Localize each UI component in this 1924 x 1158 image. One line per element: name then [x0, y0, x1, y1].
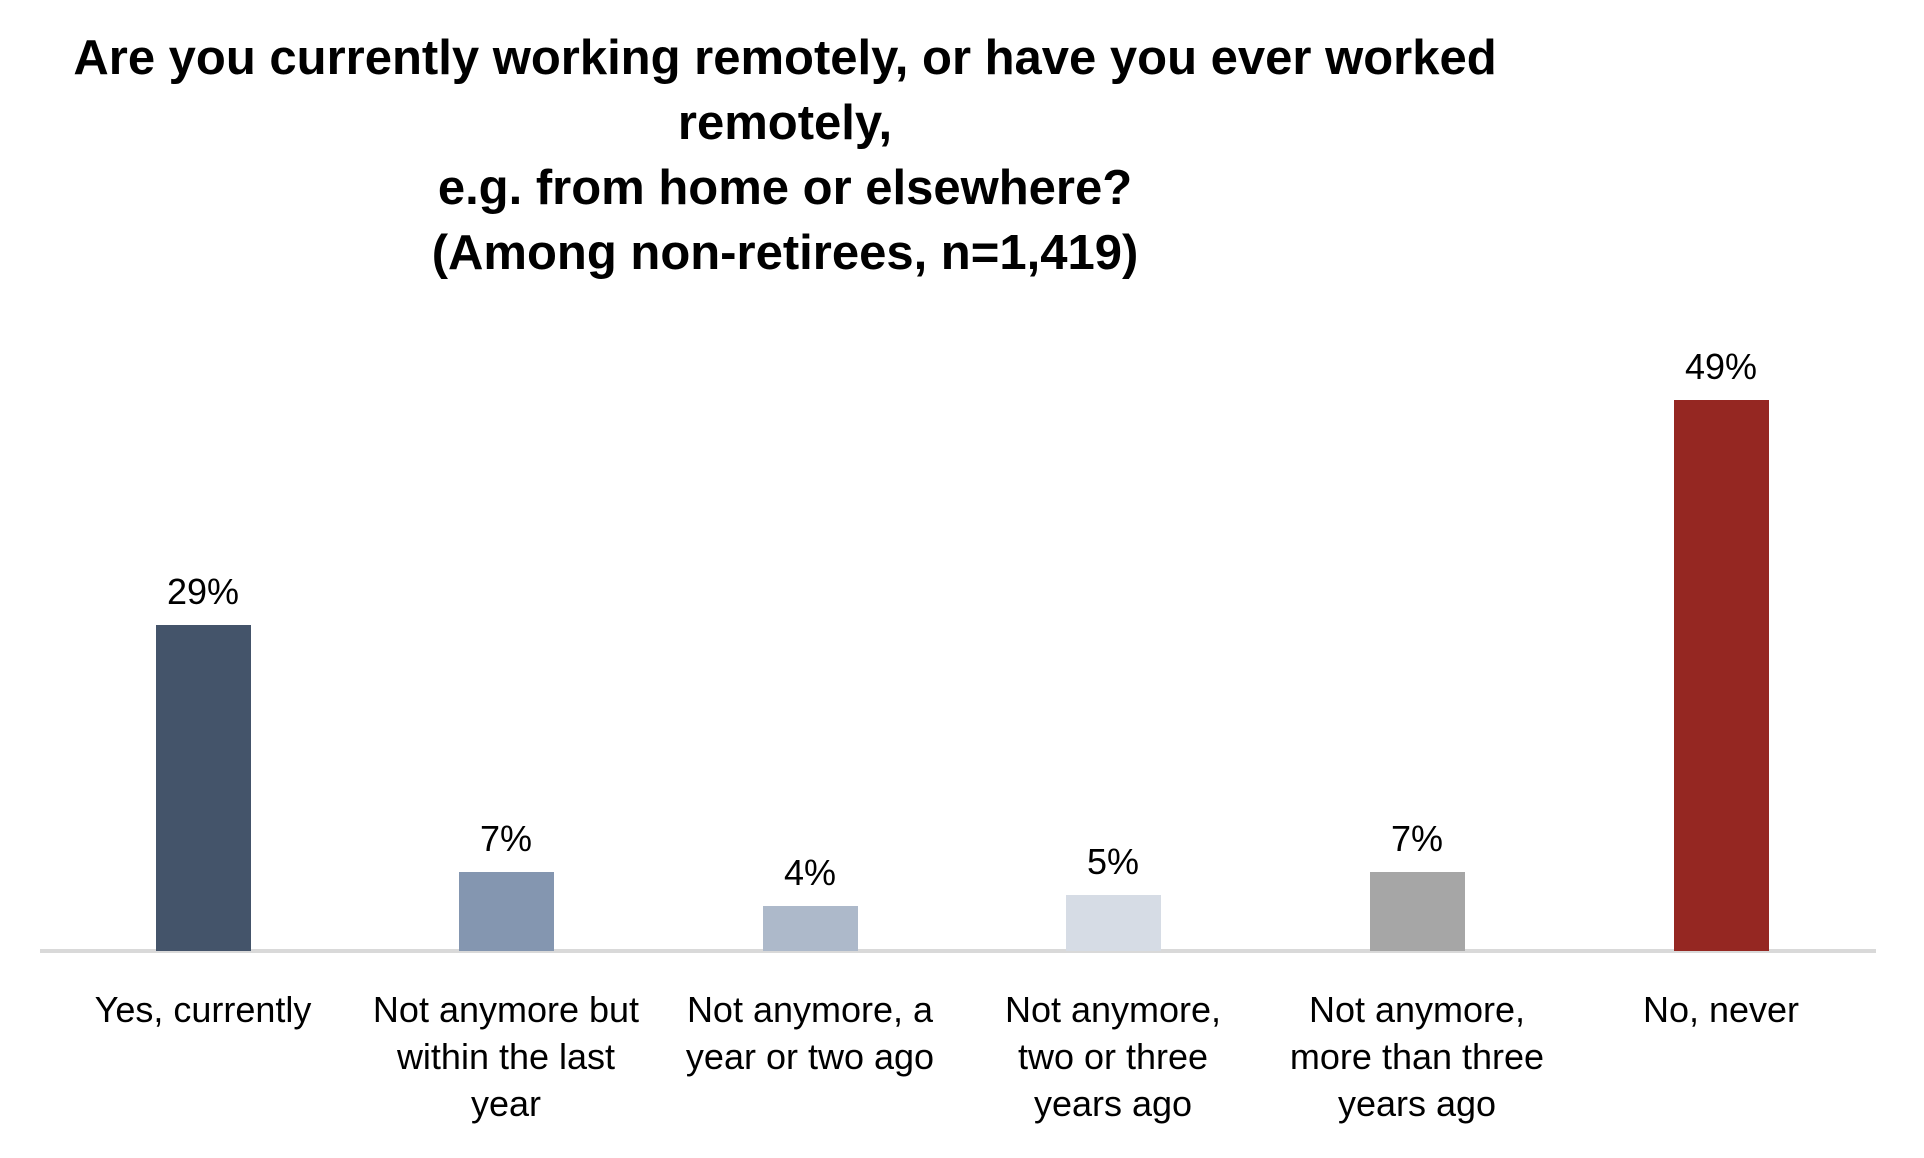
category-label-line: two or three: [1017, 1036, 1209, 1077]
category-label-line: Yes, currently: [94, 989, 312, 1030]
bar-value-label: 5%: [1086, 841, 1140, 882]
bar: [1369, 872, 1465, 951]
bar-category-label: Not anymore, more than three years ago: [1252, 986, 1582, 1127]
x-axis-line: [40, 949, 1876, 953]
category-label-line: more than three: [1289, 1036, 1545, 1077]
category-label-line: within the last: [396, 1036, 616, 1077]
bar: [458, 872, 554, 951]
chart-title-line3: (Among non-retirees, n=1,419): [431, 226, 1139, 280]
bar: [762, 906, 858, 951]
category-label-line: year or two ago: [685, 1036, 935, 1077]
bar-value-label: 29%: [166, 571, 240, 612]
category-label-line: years ago: [1033, 1083, 1193, 1124]
bar-value-label: 4%: [783, 852, 837, 893]
bar-category-label: No, never: [1556, 986, 1886, 1033]
bar: [1673, 400, 1769, 951]
bar-value-label: 7%: [1390, 818, 1444, 859]
bar: [1065, 895, 1161, 951]
category-label-line: years ago: [1337, 1083, 1497, 1124]
bar-category-label: Not anymore, a year or two ago: [645, 986, 975, 1080]
chart-title: Are you currently working remotely, or h…: [0, 26, 1570, 286]
category-label-line: year: [470, 1083, 542, 1124]
chart-title-line2: e.g. from home or elsewhere?: [437, 161, 1133, 215]
category-label-line: Not anymore,: [1004, 989, 1222, 1030]
bar-category-label: Not anymore, two or three years ago: [948, 986, 1278, 1127]
bar-value-label: 7%: [479, 818, 533, 859]
category-label-line: Not anymore, a: [686, 989, 934, 1030]
bar-value-label: 49%: [1684, 346, 1758, 387]
bar-category-label: Yes, currently: [38, 986, 368, 1033]
category-label-line: Not anymore,: [1308, 989, 1526, 1030]
bar: [155, 625, 251, 951]
chart-title-line1: Are you currently working remotely, or h…: [73, 31, 1497, 150]
bar-category-label: Not anymore but within the last year: [341, 986, 671, 1127]
category-label-line: No, never: [1642, 989, 1800, 1030]
category-label-line: Not anymore but: [372, 989, 640, 1030]
